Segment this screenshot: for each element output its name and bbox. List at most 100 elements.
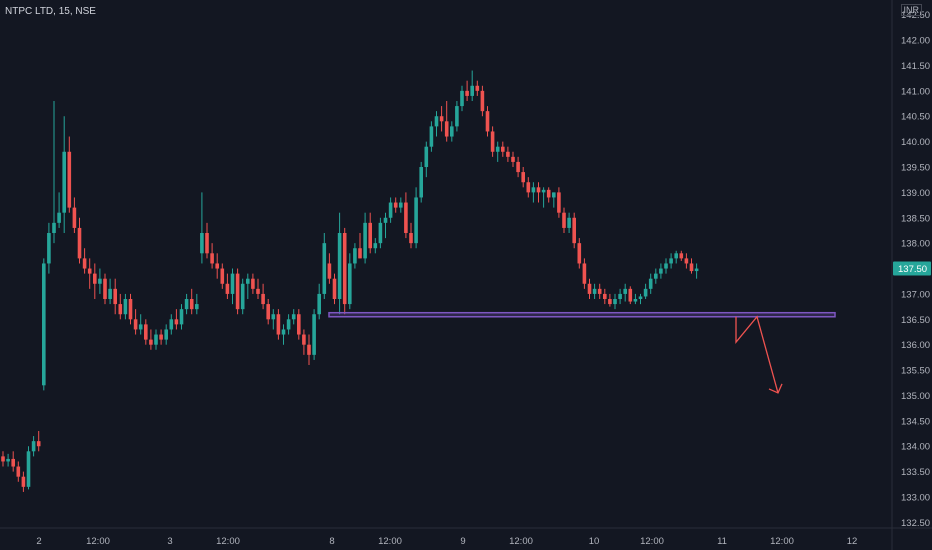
candle-body	[36, 441, 41, 447]
candle-body	[552, 192, 556, 198]
candle-body	[138, 324, 143, 330]
candle-body	[450, 126, 454, 137]
candle-body	[378, 222, 383, 244]
candle-body	[419, 167, 423, 198]
y-tick-label: 135.00	[901, 391, 930, 402]
candle-body	[332, 278, 337, 299]
candle-body	[684, 258, 689, 264]
candle-body	[608, 299, 612, 305]
candle-body	[409, 233, 413, 244]
x-tick-label: 3	[167, 536, 172, 547]
y-tick-label: 140.50	[901, 112, 930, 123]
candle-body	[286, 319, 291, 330]
candle-body	[113, 288, 117, 305]
candle-body	[439, 116, 444, 122]
projection-line	[735, 315, 779, 394]
candle-body	[235, 273, 240, 310]
candle-body	[470, 85, 474, 96]
candle-body	[240, 283, 245, 310]
candle-body	[230, 273, 235, 294]
y-tick-label: 133.00	[901, 493, 930, 504]
candle-body	[246, 278, 250, 284]
candle-body	[57, 212, 61, 223]
x-tick-label: 12:00	[216, 536, 240, 547]
y-tick-label: 141.00	[901, 86, 930, 97]
y-tick-label: 136.50	[901, 315, 930, 326]
candle-body	[388, 202, 393, 218]
y-tick-label: 138.00	[901, 239, 930, 250]
candle-body	[689, 263, 694, 272]
candle-body	[123, 299, 128, 315]
candle-body	[511, 156, 515, 162]
candle-body	[256, 288, 260, 294]
candle-body	[307, 344, 311, 355]
candle-body	[179, 309, 184, 325]
x-tick-label: 12:00	[640, 536, 664, 547]
candle-body	[664, 263, 668, 269]
candle-body	[643, 288, 648, 297]
candle-body	[557, 192, 561, 213]
symbol-title[interactable]: NTPC LTD, 15, NSE	[5, 6, 96, 17]
candle-body	[261, 293, 265, 305]
y-tick-label: 139.50	[901, 163, 930, 174]
candle-body	[592, 288, 597, 294]
candle-body	[184, 299, 189, 310]
candle-body	[648, 278, 653, 289]
candle-body	[317, 293, 321, 315]
candle-body	[444, 121, 449, 137]
x-tick-label: 12:00	[509, 536, 533, 547]
currency-label[interactable]: INR	[900, 4, 922, 16]
candle-body	[434, 116, 439, 127]
candle-body	[669, 258, 673, 264]
candle-body	[638, 296, 643, 299]
x-tick-label: 12:00	[770, 536, 794, 547]
candle-body	[541, 189, 546, 193]
candle-body	[72, 207, 77, 228]
candle-body	[383, 217, 388, 223]
candle-body	[659, 268, 663, 274]
x-tick-label: 2	[36, 536, 41, 547]
y-tick-label: 141.50	[901, 61, 930, 72]
candle-body	[297, 314, 301, 335]
candle-body	[281, 329, 286, 335]
candle-body	[424, 146, 429, 167]
candle-body	[536, 187, 541, 193]
candle-body	[52, 222, 56, 233]
candle-body	[465, 90, 469, 96]
candle-body	[628, 288, 633, 302]
candle-body	[562, 212, 566, 228]
candle-body	[358, 248, 362, 259]
last-price-label: 137.50	[898, 264, 927, 275]
candle-body	[128, 299, 133, 320]
candle-body	[276, 314, 281, 335]
y-tick-label: 139.00	[901, 188, 930, 199]
candle-body	[327, 263, 332, 279]
candle-body	[679, 253, 684, 259]
candle-body	[516, 161, 520, 173]
candle-body	[98, 278, 102, 284]
candle-body	[597, 288, 602, 294]
candle-body	[11, 458, 15, 467]
y-tick-label: 134.50	[901, 416, 930, 427]
candle-body	[133, 319, 138, 330]
candle-body	[149, 339, 153, 345]
candle-body	[302, 334, 306, 345]
candle-body	[546, 189, 551, 198]
y-tick-label: 137.00	[901, 289, 930, 300]
candle-body	[618, 293, 622, 299]
candle-body	[67, 151, 72, 208]
candle-body	[26, 451, 31, 487]
candle-body	[291, 314, 296, 320]
candle-body	[154, 334, 158, 345]
candle-body	[480, 90, 485, 112]
candle-body	[393, 202, 398, 208]
y-tick-label: 133.50	[901, 467, 930, 478]
candle-body	[694, 268, 699, 272]
x-tick-label: 12:00	[86, 536, 110, 547]
candle-body	[220, 268, 225, 284]
candle-body	[613, 299, 617, 305]
candle-body	[337, 233, 342, 299]
y-tick-label: 140.00	[901, 137, 930, 148]
candle-body	[429, 126, 434, 147]
